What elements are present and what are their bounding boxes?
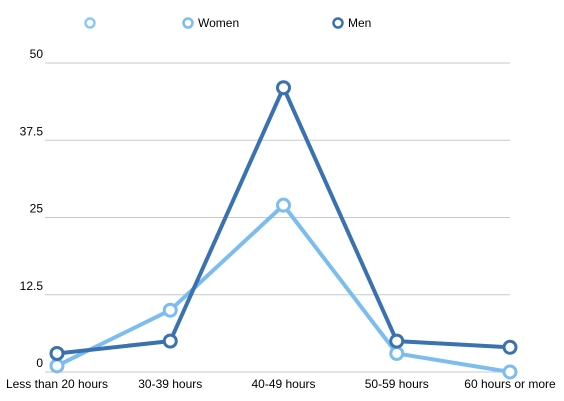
y-tick-label: 37.5 xyxy=(20,124,44,138)
legend-label: Women xyxy=(198,16,239,30)
data-point xyxy=(389,345,405,361)
data-point xyxy=(502,339,518,355)
data-point xyxy=(502,364,518,380)
y-tick-label: 50 xyxy=(30,47,44,61)
y-tick-label: 25 xyxy=(30,202,44,216)
y-tick-label: 0 xyxy=(36,356,43,370)
data-point xyxy=(276,197,291,213)
series-line xyxy=(56,85,511,356)
x-tick-label: 60 hours or more xyxy=(464,377,556,391)
x-tick-label: 40-49 hours xyxy=(251,377,315,391)
data-point xyxy=(389,333,405,349)
data-point xyxy=(49,358,65,374)
y-tick-label: 12.5 xyxy=(20,279,44,293)
data-point xyxy=(49,345,65,361)
legend-marker xyxy=(332,17,344,29)
x-tick-label: 30-39 hours xyxy=(138,377,202,391)
x-tick-label: Less than 20 hours xyxy=(6,377,108,391)
legend-marker xyxy=(84,17,96,29)
legend-label: Men xyxy=(348,16,371,30)
data-point xyxy=(162,333,178,349)
legend-marker xyxy=(182,17,194,29)
data-point xyxy=(276,80,291,96)
data-point xyxy=(162,302,178,318)
x-tick-label: 50-59 hours xyxy=(365,377,429,391)
